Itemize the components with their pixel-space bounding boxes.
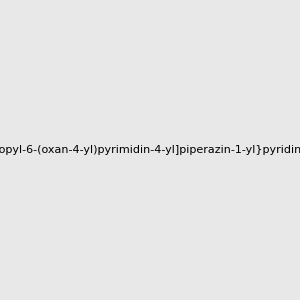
Text: 6-{4-[2-Cyclopropyl-6-(oxan-4-yl)pyrimidin-4-yl]piperazin-1-yl}pyridine-2-carbon: 6-{4-[2-Cyclopropyl-6-(oxan-4-yl)pyrimid… [0,145,300,155]
